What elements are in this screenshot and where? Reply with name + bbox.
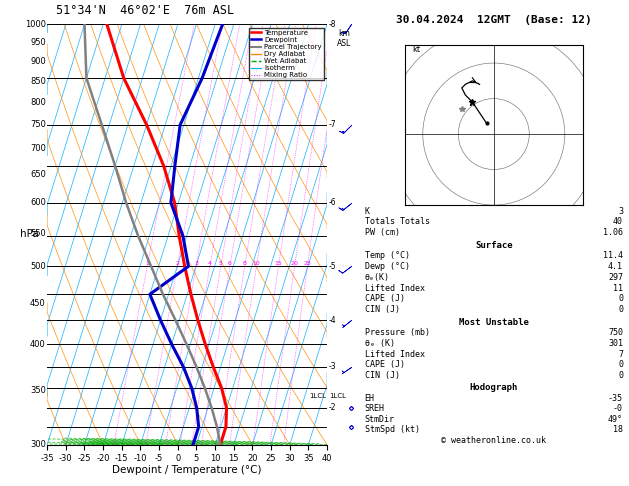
Text: 301: 301: [608, 339, 623, 348]
Text: -7: -7: [329, 120, 337, 129]
Text: 0: 0: [618, 295, 623, 303]
Text: K: K: [364, 207, 369, 216]
Text: -5: -5: [329, 262, 337, 271]
Text: 3: 3: [194, 261, 198, 266]
Text: -4: -4: [329, 315, 337, 325]
Text: 700: 700: [30, 144, 46, 154]
Text: 4: 4: [208, 261, 212, 266]
Text: θₑ(K): θₑ(K): [364, 273, 389, 282]
Text: 2: 2: [175, 261, 179, 266]
Text: 5: 5: [219, 261, 223, 266]
Text: -6: -6: [329, 198, 337, 207]
Text: CIN (J): CIN (J): [364, 371, 399, 380]
Text: 3: 3: [618, 207, 623, 216]
Text: Dewp (°C): Dewp (°C): [364, 262, 409, 271]
Text: 6: 6: [228, 261, 232, 266]
Text: 550: 550: [30, 228, 46, 238]
Text: 8: 8: [243, 261, 247, 266]
Text: -2: -2: [329, 403, 337, 413]
Text: SREH: SREH: [364, 404, 384, 414]
Text: 0: 0: [618, 305, 623, 314]
Text: 500: 500: [30, 262, 46, 271]
Text: CAPE (J): CAPE (J): [364, 360, 404, 369]
Text: Lifted Index: Lifted Index: [364, 283, 425, 293]
Text: 750: 750: [608, 328, 623, 337]
Text: 40: 40: [613, 217, 623, 226]
Text: 11: 11: [613, 283, 623, 293]
Text: -0: -0: [613, 404, 623, 414]
Text: 400: 400: [30, 340, 46, 349]
Text: 650: 650: [30, 170, 46, 179]
Text: CIN (J): CIN (J): [364, 305, 399, 314]
Text: 950: 950: [30, 38, 46, 47]
Text: 850: 850: [30, 77, 46, 86]
Text: 450: 450: [30, 298, 46, 308]
Text: 30.04.2024  12GMT  (Base: 12): 30.04.2024 12GMT (Base: 12): [396, 15, 592, 25]
Text: kt: kt: [412, 45, 420, 54]
Text: Hodograph: Hodograph: [470, 383, 518, 392]
Text: 7: 7: [618, 349, 623, 359]
Text: 1LCL: 1LCL: [329, 393, 346, 399]
Text: PW (cm): PW (cm): [364, 228, 399, 237]
Text: Most Unstable: Most Unstable: [459, 318, 529, 327]
Text: Temp (°C): Temp (°C): [364, 251, 409, 260]
Text: km
ASL: km ASL: [337, 29, 352, 48]
Text: 600: 600: [30, 198, 46, 207]
Text: EH: EH: [364, 394, 374, 403]
Text: © weatheronline.co.uk: © weatheronline.co.uk: [442, 436, 546, 445]
Legend: Temperature, Dewpoint, Parcel Trajectory, Dry Adiabat, Wet Adiabat, Isotherm, Mi: Temperature, Dewpoint, Parcel Trajectory…: [248, 28, 323, 80]
Text: -35: -35: [608, 394, 623, 403]
Text: 49°: 49°: [608, 415, 623, 424]
Text: -8: -8: [329, 20, 337, 29]
Text: Pressure (mb): Pressure (mb): [364, 328, 430, 337]
Text: θₑ (K): θₑ (K): [364, 339, 394, 348]
Text: 20: 20: [291, 261, 299, 266]
Text: 1LCL: 1LCL: [309, 393, 326, 399]
Text: 1: 1: [145, 261, 149, 266]
Text: StmDir: StmDir: [364, 415, 394, 424]
Text: 25: 25: [303, 261, 311, 266]
Text: Totals Totals: Totals Totals: [364, 217, 430, 226]
Text: CAPE (J): CAPE (J): [364, 295, 404, 303]
Text: 800: 800: [30, 98, 46, 107]
Text: Lifted Index: Lifted Index: [364, 349, 425, 359]
Text: 300: 300: [30, 440, 46, 449]
Text: 297: 297: [608, 273, 623, 282]
Text: StmSpd (kt): StmSpd (kt): [364, 425, 420, 434]
Text: 18: 18: [613, 425, 623, 434]
Text: 1.06: 1.06: [603, 228, 623, 237]
Text: 0: 0: [618, 360, 623, 369]
Text: Surface: Surface: [475, 241, 513, 250]
Text: 750: 750: [30, 120, 46, 129]
X-axis label: Dewpoint / Temperature (°C): Dewpoint / Temperature (°C): [113, 465, 262, 475]
Text: 1000: 1000: [25, 20, 46, 29]
Text: 900: 900: [30, 56, 46, 66]
Text: 0: 0: [618, 371, 623, 380]
Text: 10: 10: [253, 261, 260, 266]
Text: 11.4: 11.4: [603, 251, 623, 260]
Text: 51°34'N  46°02'E  76m ASL: 51°34'N 46°02'E 76m ASL: [56, 4, 234, 17]
Text: 15: 15: [275, 261, 282, 266]
Text: 350: 350: [30, 386, 46, 396]
Text: -3: -3: [329, 362, 337, 371]
Text: 4.1: 4.1: [608, 262, 623, 271]
Text: hPa: hPa: [19, 229, 38, 240]
